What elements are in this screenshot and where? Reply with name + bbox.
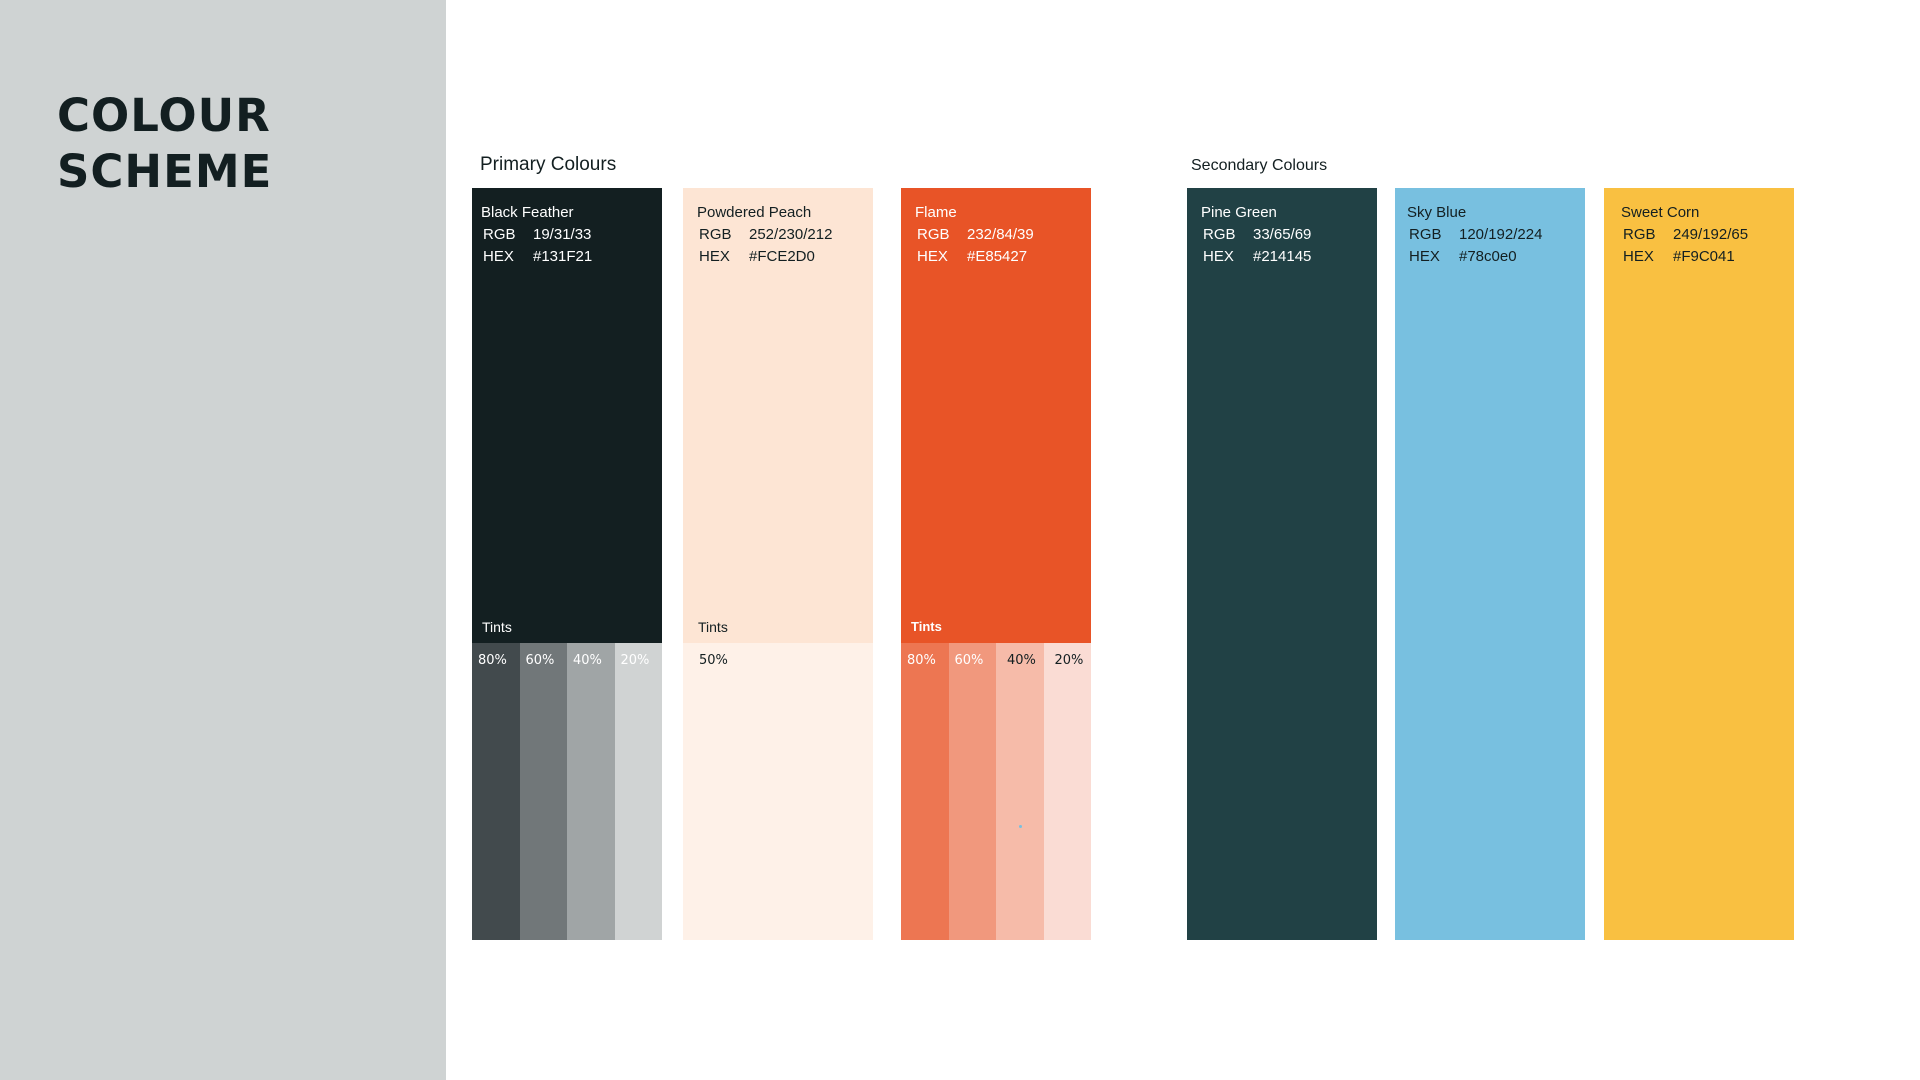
secondary-colours-heading: Secondary Colours (1191, 157, 1328, 174)
swatch-sky-blue: Sky Blue RGB 120/192/224 HEX #78c0e0 (1395, 188, 1585, 940)
swatch-black-feather: Black Feather RGB 19/31/33 HEX #131F21 Tin… (472, 188, 662, 940)
swatch-flame: Flame RGB 232/84/39 HEX #E85427 Tints 80% … (901, 188, 1091, 940)
tints-label: Tints (482, 619, 512, 635)
hex-label: HEX (1203, 248, 1234, 265)
tint-60: 60% (948, 643, 996, 940)
tint-label: 50% (699, 653, 728, 668)
swatch-info: Powdered Peach RGB 252/230/212 HEX #FCE2D0 (697, 202, 832, 268)
swatch-name: Black Feather (481, 204, 574, 221)
swatch-powdered-peach-main (683, 188, 873, 643)
page-title-line-2: SCHEME (57, 145, 273, 198)
hex-label: HEX (1409, 248, 1440, 265)
rgb-value: 120/192/224 (1459, 226, 1543, 243)
hex-label: HEX (483, 248, 514, 265)
tint-40: 40% (996, 643, 1044, 940)
hex-value: #E85427 (967, 248, 1028, 265)
swatch-pine-green: Pine Green RGB 33/65/69 HEX #214145 (1187, 188, 1377, 940)
hex-label: HEX (699, 248, 730, 265)
hex-value: #78c0e0 (1459, 248, 1517, 265)
tint-row: 80% 60% 40% 20% (472, 643, 662, 940)
rgb-label: RGB (1203, 226, 1236, 243)
swatch-name: Pine Green (1201, 204, 1277, 221)
swatch-name: Powdered Peach (697, 204, 812, 221)
tint-row: 50% (683, 643, 873, 940)
rgb-value: 252/230/212 (749, 226, 833, 243)
swatch-info: Pine Green RGB 33/65/69 HEX #214145 (1201, 202, 1311, 268)
tint-80: 80% (472, 643, 520, 940)
tint-label: 60% (525, 653, 555, 668)
swatch-info: Sweet Corn RGB 249/192/65 HEX #F9C041 (1621, 202, 1748, 268)
swatch-name: Sky Blue (1407, 204, 1467, 221)
rgb-value: 249/192/65 (1673, 226, 1749, 243)
page-title-line-1: COLOUR (57, 89, 271, 142)
rgb-value: 19/31/33 (533, 226, 592, 243)
rgb-label: RGB (1409, 226, 1442, 243)
tint-60: 60% (519, 643, 567, 940)
swatch-info: Flame RGB 232/84/39 HEX #E85427 (915, 202, 1034, 268)
rgb-label: RGB (483, 226, 516, 243)
tint-row: 80% 60% 40% 20% (901, 643, 1091, 940)
hex-label: HEX (1623, 248, 1654, 265)
hex-label: HEX (917, 248, 948, 265)
swatch-sweet-corn: Sweet Corn RGB 249/192/65 HEX #F9C041 (1604, 188, 1794, 940)
tint-20: 20% (614, 643, 662, 940)
hex-value: #F9C041 (1673, 248, 1735, 265)
rgb-value: 33/65/69 (1253, 226, 1312, 243)
rgb-value: 232/84/39 (967, 226, 1034, 243)
tint-label: 80% (478, 653, 507, 668)
stray-dot (1019, 825, 1022, 828)
tints-label: Tints (911, 619, 942, 634)
swatch-flame-main (901, 188, 1091, 643)
tint-80: 80% (901, 643, 949, 940)
tint-label: 40% (1007, 653, 1036, 668)
swatch-powdered-peach: Powdered Peach RGB 252/230/212 HEX #FCE2D0… (683, 188, 873, 940)
sidebar: COLOUR SCHEME (0, 0, 446, 1080)
swatch-name: Flame (915, 204, 957, 221)
tint-50: 50% (683, 643, 873, 940)
page-title: COLOUR SCHEME (57, 88, 272, 200)
tint-20: 20% (1043, 643, 1091, 940)
tint-label: 80% (907, 653, 936, 668)
swatch-info: Sky Blue RGB 120/192/224 HEX #78c0e0 (1407, 202, 1542, 268)
hex-value: #FCE2D0 (749, 248, 815, 265)
swatch-black-feather-main (472, 188, 662, 643)
tints-label: Tints (698, 619, 728, 635)
hex-value: #131F21 (533, 248, 593, 265)
hex-value: #214145 (1253, 248, 1312, 265)
tint-label: 20% (620, 653, 650, 668)
rgb-label: RGB (1623, 226, 1656, 243)
swatch-name: Sweet Corn (1621, 204, 1700, 221)
tint-label: 20% (1054, 653, 1084, 668)
swatch-info: Black Feather RGB 19/31/33 HEX #131F21 (481, 202, 592, 268)
tint-label: 60% (954, 653, 984, 668)
rgb-label: RGB (917, 226, 950, 243)
tint-40: 40% (567, 643, 615, 940)
tint-label: 40% (573, 653, 602, 668)
primary-colours-heading: Primary Colours (480, 154, 617, 175)
rgb-label: RGB (699, 226, 732, 243)
